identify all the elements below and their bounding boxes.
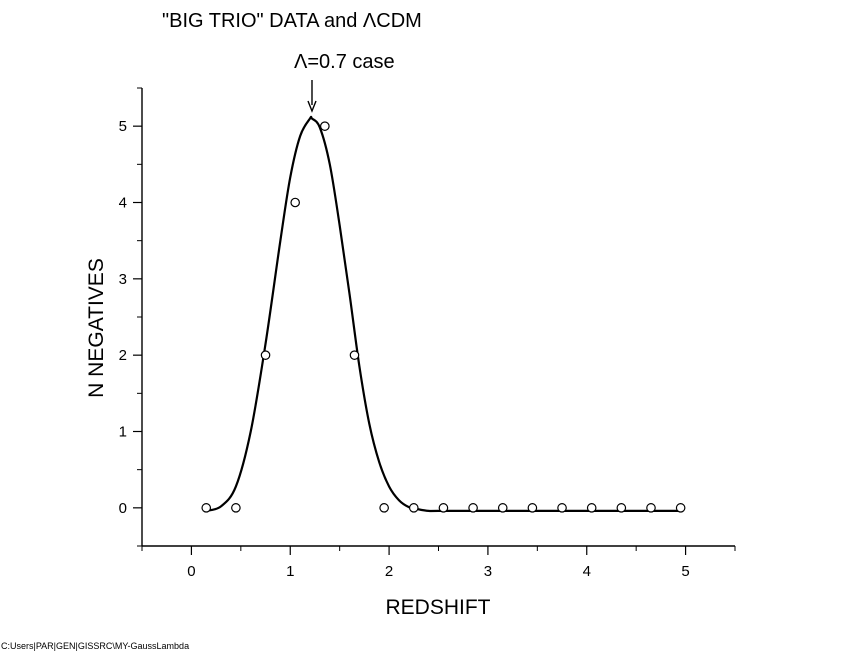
annotation-arrow xyxy=(307,80,317,113)
y-tick-label: 3 xyxy=(119,271,127,288)
x-tick-label: 4 xyxy=(583,563,591,580)
data-point xyxy=(527,503,538,513)
plot-frame xyxy=(141,88,735,547)
data-point xyxy=(379,503,389,513)
fit-curve-group xyxy=(205,115,682,513)
data-point xyxy=(349,350,360,360)
data-point xyxy=(201,503,212,513)
y-tick-label: 4 xyxy=(119,195,127,212)
x-axis-label: REDSHIFT xyxy=(386,596,491,619)
y-tick-label: 5 xyxy=(119,118,127,135)
y-tick-label: 1 xyxy=(119,424,127,441)
x-tick-label: 0 xyxy=(187,563,195,580)
data-points-group xyxy=(201,121,686,513)
data-point xyxy=(231,503,241,513)
data-point xyxy=(468,503,478,513)
data-point xyxy=(438,503,449,513)
data-point xyxy=(646,503,656,513)
data-point xyxy=(557,503,567,513)
footer-path: C:Users|PAR|GEN|GISSRC\MY-GaussLambda xyxy=(1,641,189,651)
y-tick-label: 2 xyxy=(119,347,127,364)
data-point xyxy=(497,503,508,513)
fit-curve xyxy=(205,115,682,513)
y-axis-label: N NEGATIVES xyxy=(85,258,108,398)
x-tick-label: 1 xyxy=(286,563,294,580)
data-point xyxy=(408,503,419,513)
y-tick-label: 0 xyxy=(119,500,127,517)
chart-title: "BIG TRIO" DATA and ΛCDM xyxy=(162,10,422,32)
data-point xyxy=(320,121,330,131)
data-point xyxy=(290,197,300,208)
annotation-arrow-head xyxy=(307,100,317,113)
x-tick-label: 2 xyxy=(385,563,393,580)
annotation-text: Λ=0.7 case xyxy=(294,51,395,73)
x-tick-label: 5 xyxy=(681,563,689,580)
x-axis: 0 1 2 3 4 5 xyxy=(141,546,736,580)
data-point xyxy=(586,503,597,513)
data-point xyxy=(675,503,686,513)
data-point xyxy=(260,350,271,360)
x-tick-label: 3 xyxy=(484,563,492,580)
data-point xyxy=(616,503,627,513)
y-axis: 0 1 2 3 4 5 xyxy=(119,87,142,547)
